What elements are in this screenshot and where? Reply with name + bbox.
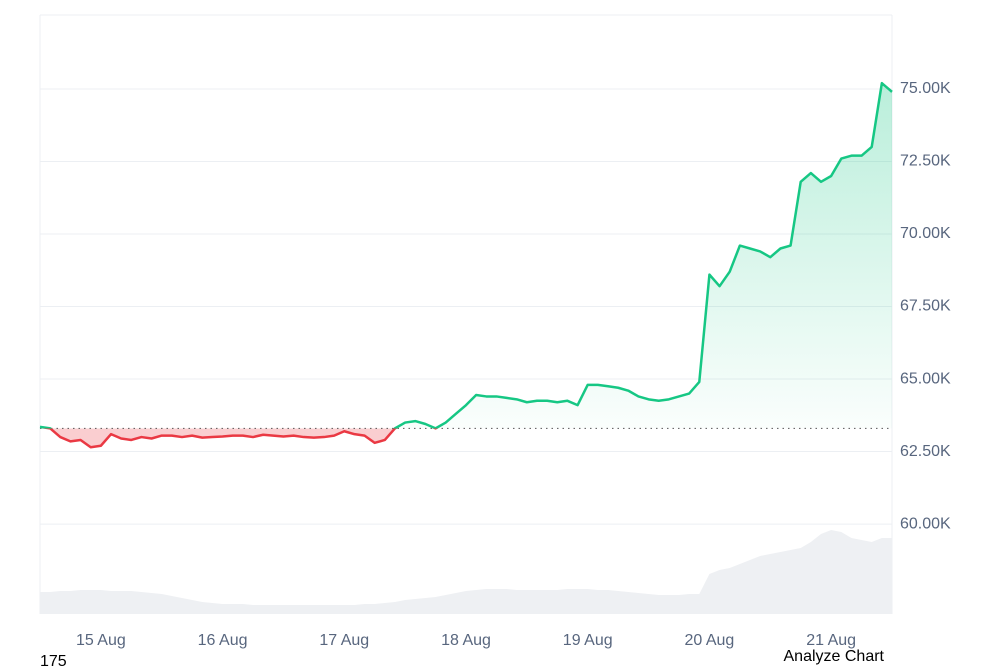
footer-left: 175 [40,653,67,667]
y-tick-label: 67.50K [900,298,951,315]
y-tick-label: 72.50K [900,153,951,170]
price-line [39,81,893,449]
price-area [40,83,892,448]
y-tick-label: 70.00K [900,225,951,242]
x-tick-label: 17 Aug [319,632,369,649]
volume-area [40,530,892,614]
x-tick-label: 18 Aug [441,632,491,649]
y-tick-label: 75.00K [900,80,951,97]
x-tick-label: 15 Aug [76,632,126,649]
x-tick-label: 21 Aug [806,632,856,649]
x-tick-label: 19 Aug [563,632,613,649]
x-tick-label: 20 Aug [685,632,735,649]
y-tick-label: 60.00K [900,515,951,532]
y-tick-label: 62.50K [900,443,951,460]
y-tick-label: 65.00K [900,370,951,387]
x-tick-label: 16 Aug [198,632,248,649]
analyze-chart-button[interactable]: Analyze Chart [784,648,885,665]
